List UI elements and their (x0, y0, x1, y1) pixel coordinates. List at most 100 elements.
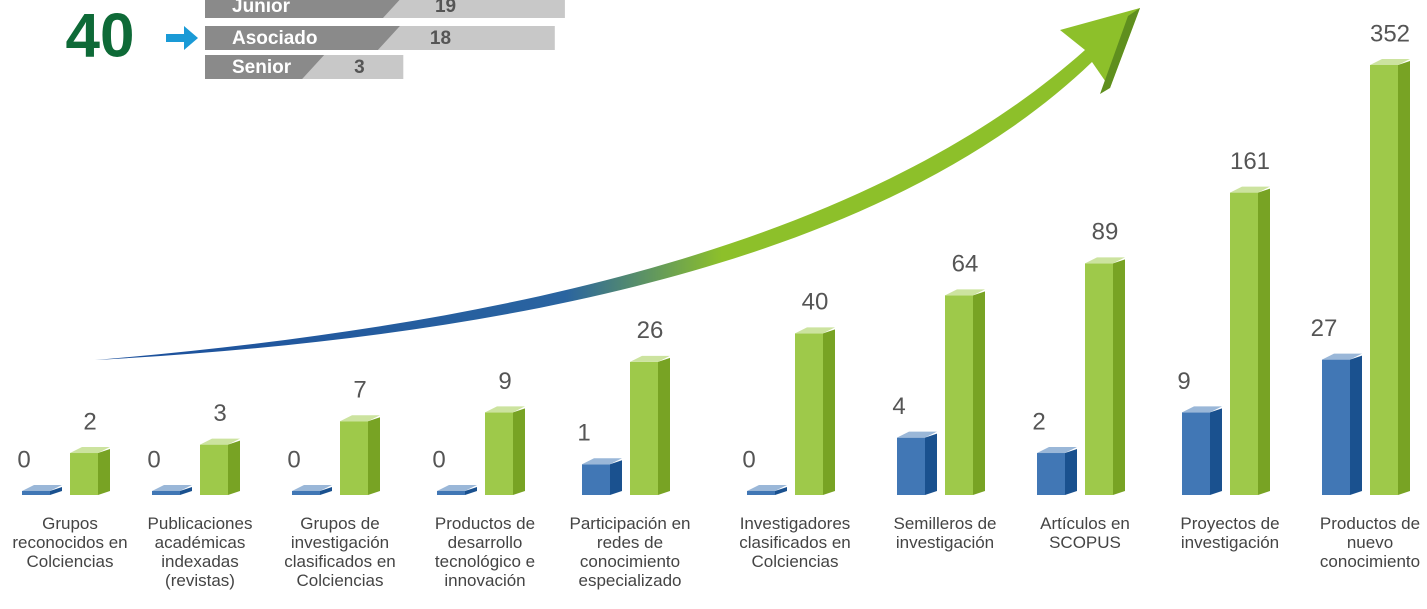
category-label: Grupos reconocidos en Colciencias (12, 514, 128, 571)
category-label: Participación en redes de conocimiento e… (569, 514, 691, 590)
bar-top (437, 485, 477, 491)
bar-top (292, 485, 332, 491)
bar-top (22, 485, 62, 491)
category-label: Proyectos de investigación (1180, 514, 1280, 552)
bar-top (1182, 406, 1222, 413)
value-label: 0 (432, 446, 445, 473)
bar-top (582, 458, 622, 465)
bar-top (1230, 186, 1270, 193)
value-label: 27 (1311, 315, 1338, 342)
value-label: 9 (1177, 368, 1190, 395)
category-label: Publicaciones académicas indexadas (revi… (147, 514, 253, 590)
bar-top (1037, 447, 1077, 454)
bar-front (200, 444, 228, 495)
bar-front (1037, 453, 1065, 495)
category-label: Grupos de investigación clasificados en … (284, 514, 396, 590)
growth-arrow (95, 8, 1140, 360)
value-label: 7 (353, 377, 366, 404)
bar-side (98, 449, 110, 495)
value-label: 40 (802, 289, 829, 316)
bar-side (1398, 61, 1410, 495)
bar-front (582, 464, 610, 495)
value-label: 4 (892, 393, 905, 420)
bar-front (747, 491, 775, 495)
value-label: 2 (83, 408, 96, 435)
bar-side (1258, 188, 1270, 495)
level-value: 18 (430, 28, 451, 49)
value-label: 352 (1370, 20, 1410, 47)
bar-front (152, 491, 180, 495)
category-label: Semilleros de investigación (893, 514, 997, 552)
value-label: 0 (742, 446, 755, 473)
bar-top (945, 289, 985, 296)
bar-front (437, 491, 465, 495)
category-label: Artículos en SCOPUS (1040, 514, 1130, 552)
value-label: 161 (1230, 148, 1270, 175)
bar-top (152, 485, 192, 491)
summary-total: 40 (66, 1, 135, 70)
bar-side (228, 440, 240, 495)
category-label: Investigadores clasificados en Colcienci… (739, 514, 851, 571)
bar-top (747, 485, 787, 491)
bar-front (340, 421, 368, 495)
level-value: 19 (435, 0, 456, 17)
value-label: 64 (952, 251, 979, 278)
summary-arrow (166, 26, 198, 50)
bar-front (1182, 412, 1210, 495)
bar-side (1113, 259, 1125, 495)
level-name-box (205, 55, 325, 79)
bar-side (465, 487, 477, 495)
value-label: 0 (17, 446, 30, 473)
value-label: 9 (498, 368, 511, 395)
bar-front (485, 412, 513, 495)
value-label: 0 (147, 446, 160, 473)
bar-front (795, 333, 823, 495)
growth-arrow-edge (1100, 8, 1140, 94)
bar-side (513, 408, 525, 495)
bar-side (973, 291, 985, 495)
category-label: Productos de desarrollo tecnológico e in… (434, 514, 536, 590)
bar-front (945, 295, 973, 495)
bar-front (1322, 359, 1350, 495)
level-name-box (205, 0, 400, 18)
bar-top (630, 355, 670, 362)
bar-top (70, 447, 110, 454)
bar-front (630, 361, 658, 495)
bar-top (340, 415, 380, 422)
value-label: 1 (577, 420, 590, 447)
bar-side (610, 460, 622, 495)
bar-top (200, 438, 240, 445)
bar-top (1370, 59, 1410, 65)
bar-front (1085, 263, 1113, 495)
value-label: 26 (637, 317, 664, 344)
bar-side (368, 417, 380, 495)
level-value: 3 (354, 57, 365, 78)
bar-side (1350, 355, 1362, 495)
bar-top (1322, 353, 1362, 360)
value-label: 89 (1092, 219, 1119, 246)
bar-side (50, 487, 62, 495)
bar-top (1085, 257, 1125, 264)
level-name-box (205, 26, 400, 50)
bar-front (897, 437, 925, 495)
value-label: 2 (1032, 408, 1045, 435)
bar-side (1065, 449, 1077, 495)
bar-front (292, 491, 320, 495)
bar-front (70, 453, 98, 495)
bar-top (897, 431, 937, 438)
bar-side (658, 357, 670, 495)
bar-side (925, 433, 937, 495)
level-name: Senior (232, 57, 292, 78)
value-label: 3 (213, 400, 226, 427)
level-name: Junior (232, 0, 291, 17)
bar-top (795, 327, 835, 334)
bar-front (22, 491, 50, 495)
bar-side (180, 487, 192, 495)
bar-side (775, 487, 787, 495)
bar-side (823, 329, 835, 495)
bar-front (1230, 192, 1258, 495)
bar-side (1210, 408, 1222, 495)
bar-side (320, 487, 332, 495)
